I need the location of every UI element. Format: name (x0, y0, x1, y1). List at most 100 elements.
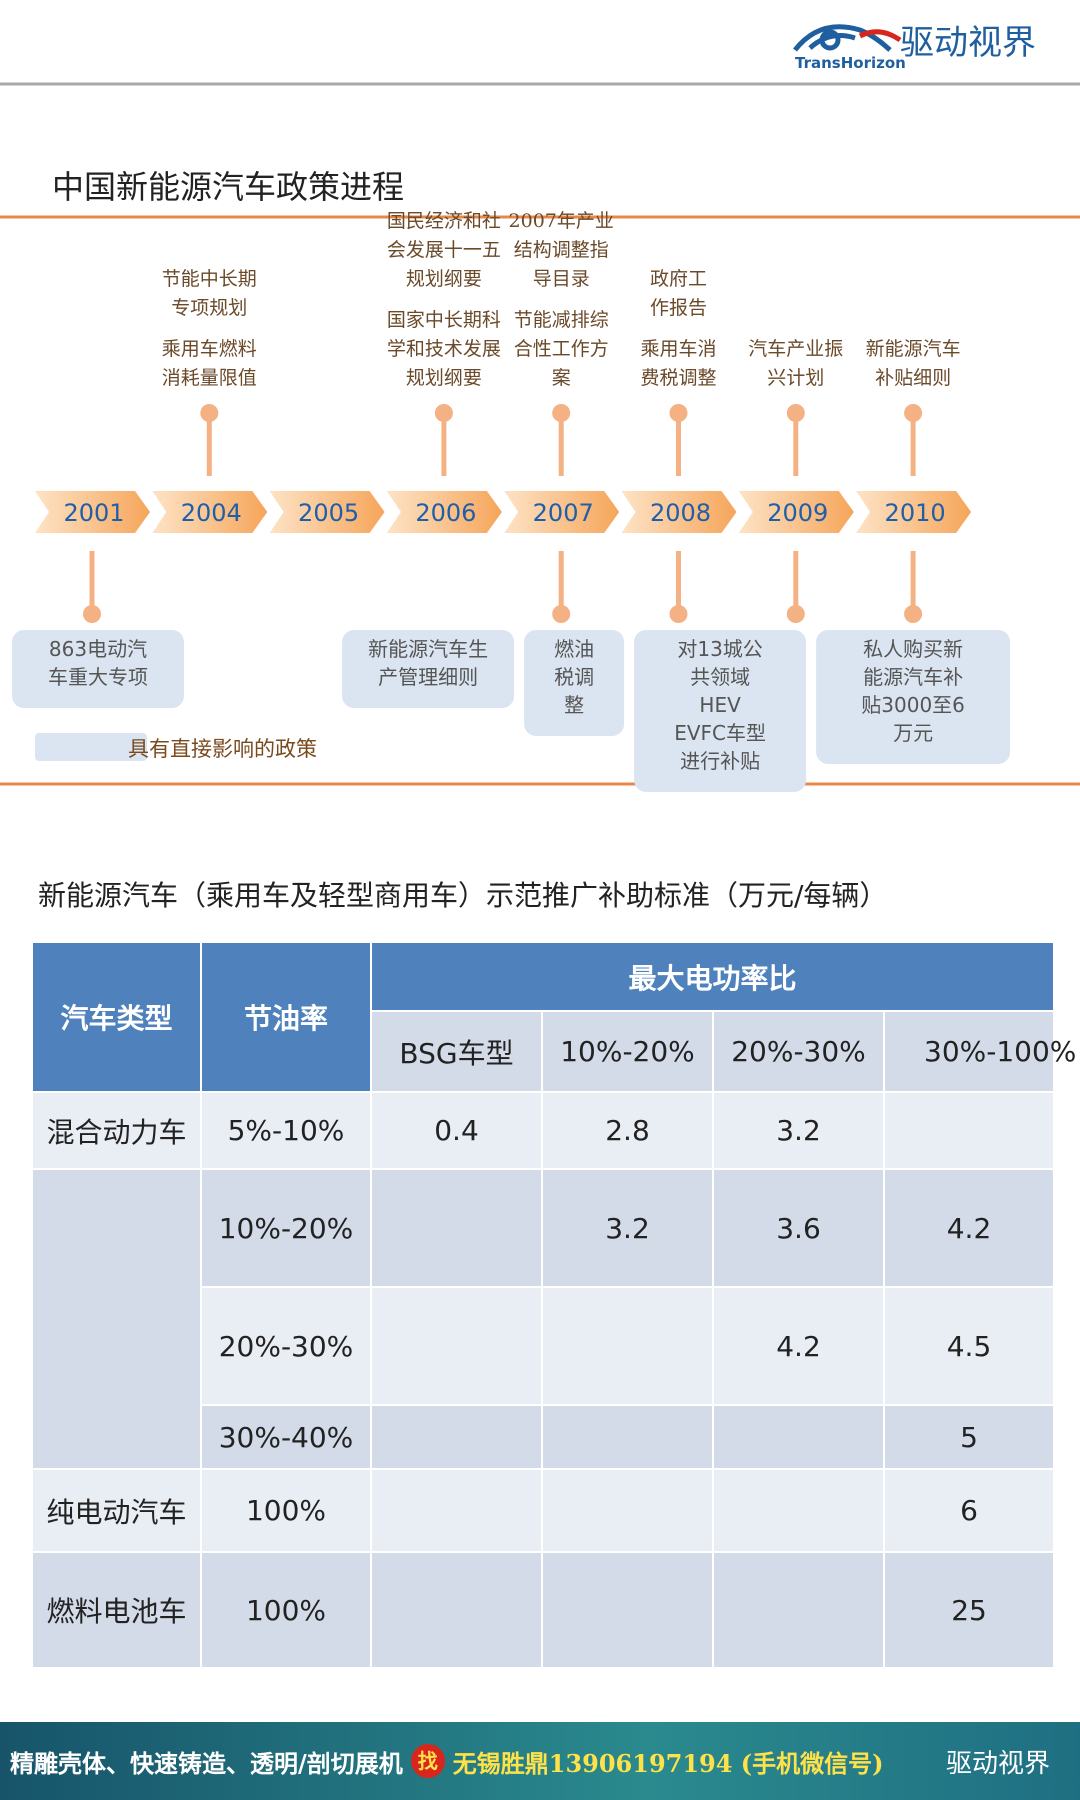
pin-head (83, 605, 101, 623)
merged-cell (31, 1168, 202, 1470)
value-cell (882, 1091, 1056, 1170)
value-cell: 4.2 (882, 1168, 1056, 1288)
header-text: 10%-20% (560, 1035, 695, 1068)
policy-text: 导目录 (533, 268, 590, 290)
policy-text: 兴计划 (767, 367, 824, 389)
pin-head (786, 605, 805, 623)
rate-cell: 5%-10% (200, 1091, 372, 1170)
value-cell (541, 1286, 714, 1406)
year-chevron (856, 491, 972, 533)
value-cell (370, 1468, 543, 1553)
direct-policy-text: HEV (699, 693, 741, 717)
direct-policy-text: 新能源汽车生 (368, 637, 488, 661)
type-cell: 燃料电池车 (31, 1551, 202, 1669)
value-cell (370, 1286, 543, 1406)
rate-cell: 100% (200, 1551, 372, 1669)
policy-text: 作报告 (650, 297, 707, 319)
value-cell: 3.2 (541, 1168, 714, 1288)
value-cell (712, 1551, 885, 1669)
rate-cell: 10%-20% (200, 1168, 372, 1288)
policy-text: 结构调整指 (514, 239, 609, 261)
value-cell (541, 1551, 714, 1669)
table-row: 燃料电池车 100% 25 (31, 1551, 1056, 1669)
value-cell (712, 1468, 885, 1553)
pin-head (200, 404, 219, 422)
pin-head (669, 605, 688, 623)
policy-text: 合性工作方 (514, 338, 609, 360)
direct-policy-text: 对13城公 (677, 637, 762, 661)
year-label: 2004 (181, 499, 242, 527)
pin-head (904, 404, 923, 422)
policy-text: 补贴细则 (875, 367, 951, 389)
policy-text: 汽车产业振 (748, 338, 843, 360)
policy-text: 2007年产业 (509, 210, 614, 232)
footer-banner: 精雕壳体、快速铸造、透明/剖切展机 找 无锡胜鼎13906197194 (手机微… (0, 1722, 1080, 1800)
footer-contact: 无锡胜鼎13906197194 (手机微信号) (452, 1748, 884, 1778)
timeline-graphic: TransHorizon 驱动视界 中国新能源汽车政策进程 具有直接影响的政策 … (0, 23, 1080, 792)
value-cell (370, 1551, 543, 1669)
logo-icon (793, 24, 902, 52)
legend-label: 具有直接影响的政策 (128, 737, 317, 761)
value-cell (370, 1404, 543, 1470)
value-cell (541, 1468, 714, 1553)
type-cell: 纯电动汽车 (31, 1468, 202, 1553)
policy-text: 消耗量限值 (162, 367, 257, 389)
direct-policy-text: 税调 (554, 665, 594, 689)
policy-text: 案 (552, 367, 571, 389)
footer-brand: 驱动视界 (945, 1748, 1050, 1779)
header-cell: 最大电功率比 (369, 941, 1056, 1012)
year-chevron (386, 491, 502, 533)
pin-head (669, 404, 688, 422)
year-chevron (269, 491, 385, 533)
policy-text: 乘用车消 (640, 338, 716, 360)
value-cell: 4.5 (882, 1286, 1056, 1406)
direct-policy-text: 贴3000至6 (861, 693, 965, 717)
header-text: 30%-100% (924, 1035, 1077, 1068)
header-cell: 汽车类型 (31, 941, 202, 1093)
year-chevron (35, 491, 150, 533)
direct-policy-box (12, 630, 184, 708)
direct-policy-text: 共领域 (690, 665, 750, 689)
year-chevron (738, 491, 854, 533)
table-row: 混合动力车 5%-10% 0.4 2.8 3.2 (31, 1091, 1056, 1170)
table-row: 20%-30% 4.2 4.5 (32, 1286, 1056, 1406)
header-row: 汽车类型 节油率 最大电功率比 (31, 941, 1056, 1093)
direct-policy-box (342, 630, 515, 708)
direct-policy-text: 863电动汽 (49, 637, 147, 661)
footer-ad: 精雕壳体、快速铸造、透明/剖切展机 (10, 1748, 403, 1778)
rate-cell: 100% (200, 1468, 372, 1553)
header-cell: 20%-30% (712, 1010, 885, 1093)
year-label: 2005 (298, 499, 359, 527)
policy-text: 会发展十一五 (387, 239, 501, 261)
policy-text: 新能源汽车 (866, 338, 961, 360)
policy-text: 节能中长期 (162, 268, 257, 290)
direct-policy-text: 整 (564, 693, 584, 717)
year-label: 2006 (415, 499, 476, 527)
policy-text: 节能减排综 (514, 309, 609, 331)
policy-text: 规划纲要 (406, 367, 482, 389)
header-cell: 30%-100% (882, 1010, 1077, 1093)
value-cell (370, 1168, 543, 1288)
header-cell: 10%-20% (541, 1010, 714, 1093)
header-text: BSG车型 (399, 1036, 514, 1070)
year-chevron (504, 491, 620, 533)
pin-head (552, 605, 571, 623)
timeline-title: 中国新能源汽车政策进程 (52, 168, 404, 206)
year-label: 2001 (63, 499, 124, 527)
year-chevron (152, 491, 268, 533)
direct-policy-box (524, 630, 625, 736)
value-cell: 2.8 (541, 1091, 714, 1170)
direct-policy-text: 进行补贴 (680, 749, 760, 773)
direct-policy-box (634, 630, 807, 792)
legend-swatch (35, 733, 147, 761)
logo-cn: 驱动视界 (900, 23, 1036, 63)
footer-badge: 找 (410, 1744, 445, 1778)
year-chevron (621, 491, 737, 533)
rate-cell: 20%-30% (200, 1286, 372, 1406)
pin-head (904, 605, 923, 623)
subsidy-table: 汽车类型 节油率 最大电功率比 BSG车型 10%-20% 20%-30% 30%-100%… (31, 941, 1077, 1669)
policy-text: 乘用车燃料 (162, 338, 257, 360)
policy-text: 国民经济和社 (387, 210, 501, 232)
